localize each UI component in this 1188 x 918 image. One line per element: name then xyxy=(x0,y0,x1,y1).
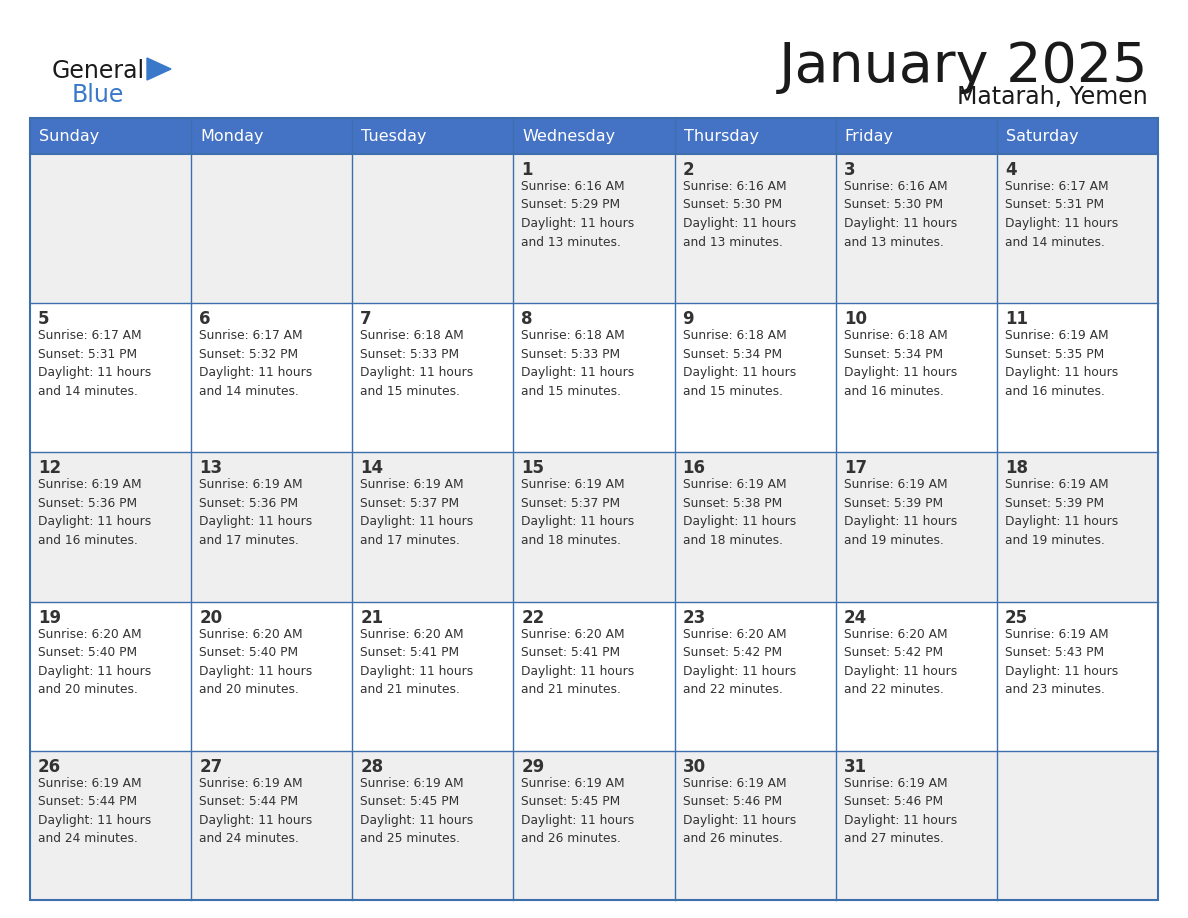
Text: Tuesday: Tuesday xyxy=(361,129,426,143)
Text: Sunrise: 6:19 AM
Sunset: 5:46 PM
Daylight: 11 hours
and 27 minutes.: Sunrise: 6:19 AM Sunset: 5:46 PM Dayligh… xyxy=(843,777,958,845)
Text: 18: 18 xyxy=(1005,459,1028,477)
Text: 20: 20 xyxy=(200,609,222,627)
Text: 17: 17 xyxy=(843,459,867,477)
Text: Sunrise: 6:19 AM
Sunset: 5:46 PM
Daylight: 11 hours
and 26 minutes.: Sunrise: 6:19 AM Sunset: 5:46 PM Dayligh… xyxy=(683,777,796,845)
Text: Thursday: Thursday xyxy=(683,129,759,143)
Text: Sunrise: 6:18 AM
Sunset: 5:33 PM
Daylight: 11 hours
and 15 minutes.: Sunrise: 6:18 AM Sunset: 5:33 PM Dayligh… xyxy=(522,330,634,397)
Text: 28: 28 xyxy=(360,757,384,776)
Text: Sunrise: 6:16 AM
Sunset: 5:29 PM
Daylight: 11 hours
and 13 minutes.: Sunrise: 6:16 AM Sunset: 5:29 PM Dayligh… xyxy=(522,180,634,249)
Text: Sunrise: 6:19 AM
Sunset: 5:35 PM
Daylight: 11 hours
and 16 minutes.: Sunrise: 6:19 AM Sunset: 5:35 PM Dayligh… xyxy=(1005,330,1118,397)
Bar xyxy=(30,751,1158,900)
Text: 15: 15 xyxy=(522,459,544,477)
Text: 2: 2 xyxy=(683,161,694,179)
Text: Sunrise: 6:16 AM
Sunset: 5:30 PM
Daylight: 11 hours
and 13 minutes.: Sunrise: 6:16 AM Sunset: 5:30 PM Dayligh… xyxy=(683,180,796,249)
Text: Friday: Friday xyxy=(845,129,893,143)
Text: Sunrise: 6:19 AM
Sunset: 5:43 PM
Daylight: 11 hours
and 23 minutes.: Sunrise: 6:19 AM Sunset: 5:43 PM Dayligh… xyxy=(1005,628,1118,696)
Text: 14: 14 xyxy=(360,459,384,477)
Text: Sunrise: 6:19 AM
Sunset: 5:38 PM
Daylight: 11 hours
and 18 minutes.: Sunrise: 6:19 AM Sunset: 5:38 PM Dayligh… xyxy=(683,478,796,547)
Text: 26: 26 xyxy=(38,757,61,776)
Text: 8: 8 xyxy=(522,310,533,329)
Text: 25: 25 xyxy=(1005,609,1028,627)
Text: 13: 13 xyxy=(200,459,222,477)
Text: 16: 16 xyxy=(683,459,706,477)
Text: 21: 21 xyxy=(360,609,384,627)
Text: Sunrise: 6:20 AM
Sunset: 5:42 PM
Daylight: 11 hours
and 22 minutes.: Sunrise: 6:20 AM Sunset: 5:42 PM Dayligh… xyxy=(843,628,958,696)
Text: Sunrise: 6:16 AM
Sunset: 5:30 PM
Daylight: 11 hours
and 13 minutes.: Sunrise: 6:16 AM Sunset: 5:30 PM Dayligh… xyxy=(843,180,958,249)
Polygon shape xyxy=(147,58,171,80)
Text: Sunrise: 6:18 AM
Sunset: 5:34 PM
Daylight: 11 hours
and 16 minutes.: Sunrise: 6:18 AM Sunset: 5:34 PM Dayligh… xyxy=(843,330,958,397)
Bar xyxy=(30,601,1158,751)
Text: Sunrise: 6:19 AM
Sunset: 5:45 PM
Daylight: 11 hours
and 26 minutes.: Sunrise: 6:19 AM Sunset: 5:45 PM Dayligh… xyxy=(522,777,634,845)
Text: 6: 6 xyxy=(200,310,210,329)
Text: 3: 3 xyxy=(843,161,855,179)
Text: 29: 29 xyxy=(522,757,544,776)
Bar xyxy=(30,453,1158,601)
Text: Sunrise: 6:19 AM
Sunset: 5:37 PM
Daylight: 11 hours
and 17 minutes.: Sunrise: 6:19 AM Sunset: 5:37 PM Dayligh… xyxy=(360,478,474,547)
Text: Sunrise: 6:19 AM
Sunset: 5:36 PM
Daylight: 11 hours
and 16 minutes.: Sunrise: 6:19 AM Sunset: 5:36 PM Dayligh… xyxy=(38,478,151,547)
Text: Sunrise: 6:17 AM
Sunset: 5:31 PM
Daylight: 11 hours
and 14 minutes.: Sunrise: 6:17 AM Sunset: 5:31 PM Dayligh… xyxy=(38,330,151,397)
Text: Saturday: Saturday xyxy=(1006,129,1079,143)
Text: Sunrise: 6:20 AM
Sunset: 5:41 PM
Daylight: 11 hours
and 21 minutes.: Sunrise: 6:20 AM Sunset: 5:41 PM Dayligh… xyxy=(522,628,634,696)
Text: Sunrise: 6:19 AM
Sunset: 5:44 PM
Daylight: 11 hours
and 24 minutes.: Sunrise: 6:19 AM Sunset: 5:44 PM Dayligh… xyxy=(38,777,151,845)
Text: Sunrise: 6:18 AM
Sunset: 5:34 PM
Daylight: 11 hours
and 15 minutes.: Sunrise: 6:18 AM Sunset: 5:34 PM Dayligh… xyxy=(683,330,796,397)
Bar xyxy=(30,303,1158,453)
Text: 19: 19 xyxy=(38,609,61,627)
Bar xyxy=(30,118,1158,154)
Text: 30: 30 xyxy=(683,757,706,776)
Text: Sunrise: 6:17 AM
Sunset: 5:31 PM
Daylight: 11 hours
and 14 minutes.: Sunrise: 6:17 AM Sunset: 5:31 PM Dayligh… xyxy=(1005,180,1118,249)
Text: 11: 11 xyxy=(1005,310,1028,329)
Text: 10: 10 xyxy=(843,310,867,329)
Text: 22: 22 xyxy=(522,609,544,627)
Text: Sunday: Sunday xyxy=(39,129,100,143)
Text: 31: 31 xyxy=(843,757,867,776)
Text: 24: 24 xyxy=(843,609,867,627)
Bar xyxy=(30,154,1158,303)
Text: 23: 23 xyxy=(683,609,706,627)
Bar xyxy=(30,118,1158,900)
Text: Monday: Monday xyxy=(200,129,264,143)
Text: Sunrise: 6:19 AM
Sunset: 5:36 PM
Daylight: 11 hours
and 17 minutes.: Sunrise: 6:19 AM Sunset: 5:36 PM Dayligh… xyxy=(200,478,312,547)
Text: Sunrise: 6:19 AM
Sunset: 5:45 PM
Daylight: 11 hours
and 25 minutes.: Sunrise: 6:19 AM Sunset: 5:45 PM Dayligh… xyxy=(360,777,474,845)
Text: Matarah, Yemen: Matarah, Yemen xyxy=(958,85,1148,109)
Text: 12: 12 xyxy=(38,459,61,477)
Text: Wednesday: Wednesday xyxy=(523,129,615,143)
Text: 4: 4 xyxy=(1005,161,1017,179)
Text: 1: 1 xyxy=(522,161,533,179)
Text: 5: 5 xyxy=(38,310,50,329)
Text: Sunrise: 6:19 AM
Sunset: 5:37 PM
Daylight: 11 hours
and 18 minutes.: Sunrise: 6:19 AM Sunset: 5:37 PM Dayligh… xyxy=(522,478,634,547)
Text: Sunrise: 6:20 AM
Sunset: 5:40 PM
Daylight: 11 hours
and 20 minutes.: Sunrise: 6:20 AM Sunset: 5:40 PM Dayligh… xyxy=(200,628,312,696)
Text: 7: 7 xyxy=(360,310,372,329)
Text: Sunrise: 6:18 AM
Sunset: 5:33 PM
Daylight: 11 hours
and 15 minutes.: Sunrise: 6:18 AM Sunset: 5:33 PM Dayligh… xyxy=(360,330,474,397)
Text: 9: 9 xyxy=(683,310,694,329)
Text: Sunrise: 6:19 AM
Sunset: 5:39 PM
Daylight: 11 hours
and 19 minutes.: Sunrise: 6:19 AM Sunset: 5:39 PM Dayligh… xyxy=(1005,478,1118,547)
Text: Sunrise: 6:20 AM
Sunset: 5:41 PM
Daylight: 11 hours
and 21 minutes.: Sunrise: 6:20 AM Sunset: 5:41 PM Dayligh… xyxy=(360,628,474,696)
Text: Sunrise: 6:20 AM
Sunset: 5:40 PM
Daylight: 11 hours
and 20 minutes.: Sunrise: 6:20 AM Sunset: 5:40 PM Dayligh… xyxy=(38,628,151,696)
Text: Sunrise: 6:19 AM
Sunset: 5:44 PM
Daylight: 11 hours
and 24 minutes.: Sunrise: 6:19 AM Sunset: 5:44 PM Dayligh… xyxy=(200,777,312,845)
Text: General: General xyxy=(52,59,145,83)
Text: Blue: Blue xyxy=(72,83,125,107)
Text: Sunrise: 6:20 AM
Sunset: 5:42 PM
Daylight: 11 hours
and 22 minutes.: Sunrise: 6:20 AM Sunset: 5:42 PM Dayligh… xyxy=(683,628,796,696)
Text: Sunrise: 6:17 AM
Sunset: 5:32 PM
Daylight: 11 hours
and 14 minutes.: Sunrise: 6:17 AM Sunset: 5:32 PM Dayligh… xyxy=(200,330,312,397)
Text: Sunrise: 6:19 AM
Sunset: 5:39 PM
Daylight: 11 hours
and 19 minutes.: Sunrise: 6:19 AM Sunset: 5:39 PM Dayligh… xyxy=(843,478,958,547)
Text: 27: 27 xyxy=(200,757,222,776)
Text: January 2025: January 2025 xyxy=(778,40,1148,94)
